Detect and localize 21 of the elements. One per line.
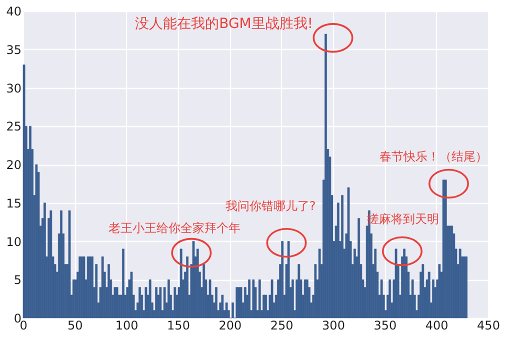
- y-tick-label: 5: [14, 273, 22, 288]
- x-tick-label: 450: [477, 318, 500, 332]
- y-tick-label: 10: [6, 234, 22, 249]
- y-tick-label: 35: [6, 42, 22, 57]
- x-tick-label: 100: [115, 318, 138, 332]
- x-tick-label: 300: [322, 318, 345, 332]
- x-tick-label: 250: [270, 318, 294, 332]
- x-tick-label: 200: [218, 318, 242, 332]
- annotation: 我问你错哪儿了?: [225, 198, 316, 213]
- y-tick-label: 20: [6, 158, 22, 172]
- x-tick-label: 150: [167, 318, 190, 332]
- y-tick-label: 15: [6, 196, 22, 210]
- y-tick-label: 30: [6, 81, 22, 96]
- annotation: 老王小王给你全家拜个年: [108, 220, 240, 235]
- y-tick-label: 40: [6, 4, 22, 18]
- annotation: 春节快乐！（结尾）: [380, 150, 488, 164]
- x-tick-label: 50: [68, 318, 83, 332]
- y-tick-label: 25: [6, 120, 22, 134]
- x-tick-label: 350: [374, 318, 397, 332]
- x-tick-label: 400: [425, 318, 448, 332]
- annotation: 没人能在我的BGM里战胜我!: [135, 16, 313, 32]
